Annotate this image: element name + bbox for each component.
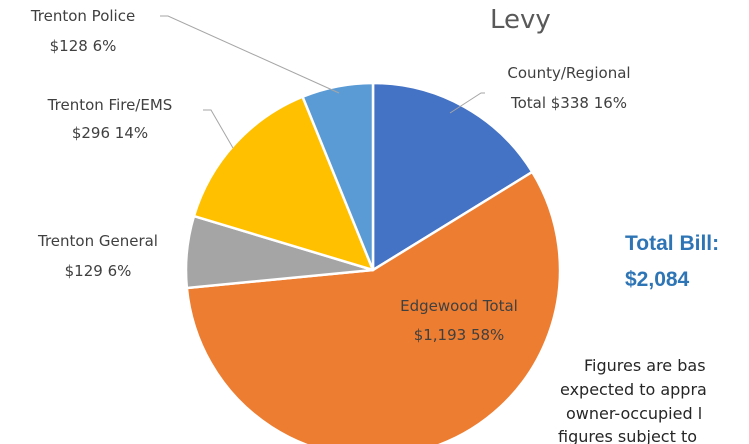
- leader-line-county: [449, 92, 485, 114]
- label-edgewood-name: Edgewood Total: [400, 297, 518, 315]
- label-police-name: Trenton Police: [30, 7, 135, 25]
- label-general-name: Trenton General: [37, 232, 158, 250]
- chart-title: Levy: [490, 5, 551, 35]
- pie-slice-county: [371, 81, 534, 272]
- label-general-value: $129 6%: [65, 262, 132, 280]
- note-line-4: figures subject to: [558, 427, 697, 444]
- total-bill-label: Total Bill:: [625, 232, 719, 255]
- leader-line-police: [160, 15, 340, 94]
- label-county-name: County/Regional: [507, 64, 630, 82]
- label-fire-value: $296 14%: [72, 124, 148, 142]
- pie-slice-police: [301, 81, 375, 272]
- label-police-value: $128 6%: [50, 37, 117, 55]
- note-line-1: Figures are bas: [584, 356, 706, 375]
- leader-line-fire: [203, 109, 234, 149]
- label-edgewood-value: $1,193 58%: [414, 326, 505, 344]
- note-line-3: owner-occupied l: [566, 404, 702, 423]
- pie-slice-fire: [192, 95, 375, 272]
- label-fire-name: Trenton Fire/EMS: [47, 96, 173, 114]
- note-line-2: expected to appra: [560, 380, 707, 399]
- pie-slices: [184, 81, 562, 444]
- pie-slice-edgewood: [185, 170, 562, 444]
- total-bill-value: $2,084: [625, 268, 690, 291]
- leader-lines: [160, 15, 485, 149]
- label-county-value: Total $338 16%: [510, 94, 627, 112]
